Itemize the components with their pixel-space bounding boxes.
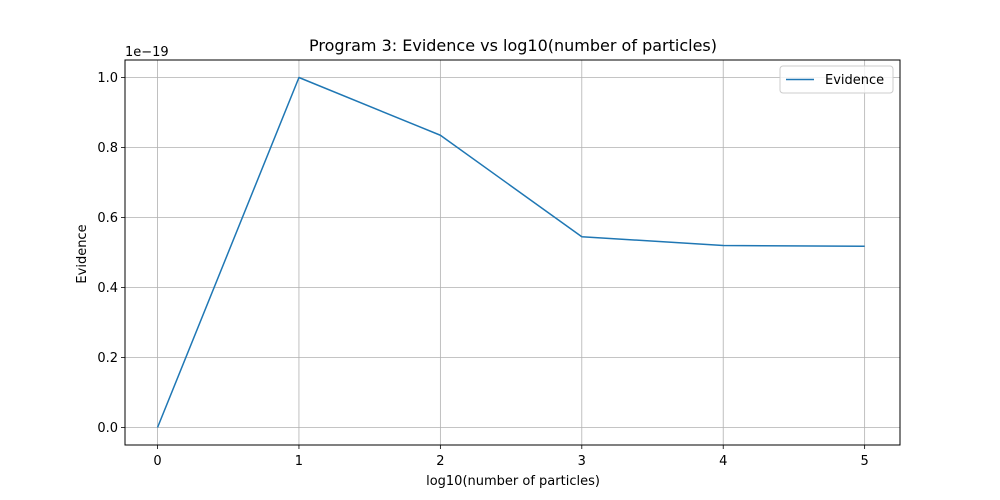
y-axis-ticks: 0.0 0.2 0.4 0.6 0.8 1.0 bbox=[97, 71, 125, 436]
legend-label-evidence: Evidence bbox=[825, 73, 884, 88]
x-tick-label: 5 bbox=[861, 454, 869, 469]
plot-frame bbox=[124, 59, 901, 446]
y-offset-label: 1e−19 bbox=[125, 45, 169, 60]
x-axis-ticks: 0 1 2 3 4 5 bbox=[153, 445, 869, 469]
series-layer bbox=[156, 76, 865, 428]
x-axis-label: log10(number of particles) bbox=[426, 474, 600, 489]
grid bbox=[125, 60, 900, 445]
x-tick-label: 1 bbox=[295, 454, 303, 469]
x-tick-label: 3 bbox=[578, 454, 586, 469]
legend-box bbox=[779, 65, 894, 94]
legend: Evidence bbox=[779, 65, 894, 94]
x-tick-label: 4 bbox=[719, 454, 727, 469]
y-tick-label: 1.0 bbox=[97, 71, 118, 86]
x-tick-label: 0 bbox=[153, 454, 161, 469]
y-tick-label: 0.6 bbox=[97, 211, 118, 226]
y-tick-label: 0.4 bbox=[97, 281, 118, 296]
chart-title: Program 3: Evidence vs log10(number of p… bbox=[309, 36, 717, 55]
y-tick-label: 0.8 bbox=[97, 141, 118, 156]
y-tick-label: 0.2 bbox=[97, 351, 118, 366]
y-axis-label: Evidence bbox=[75, 224, 90, 283]
y-tick-label: 0.0 bbox=[97, 421, 118, 436]
x-tick-label: 2 bbox=[436, 454, 444, 469]
series-line-evidence bbox=[156, 76, 865, 428]
